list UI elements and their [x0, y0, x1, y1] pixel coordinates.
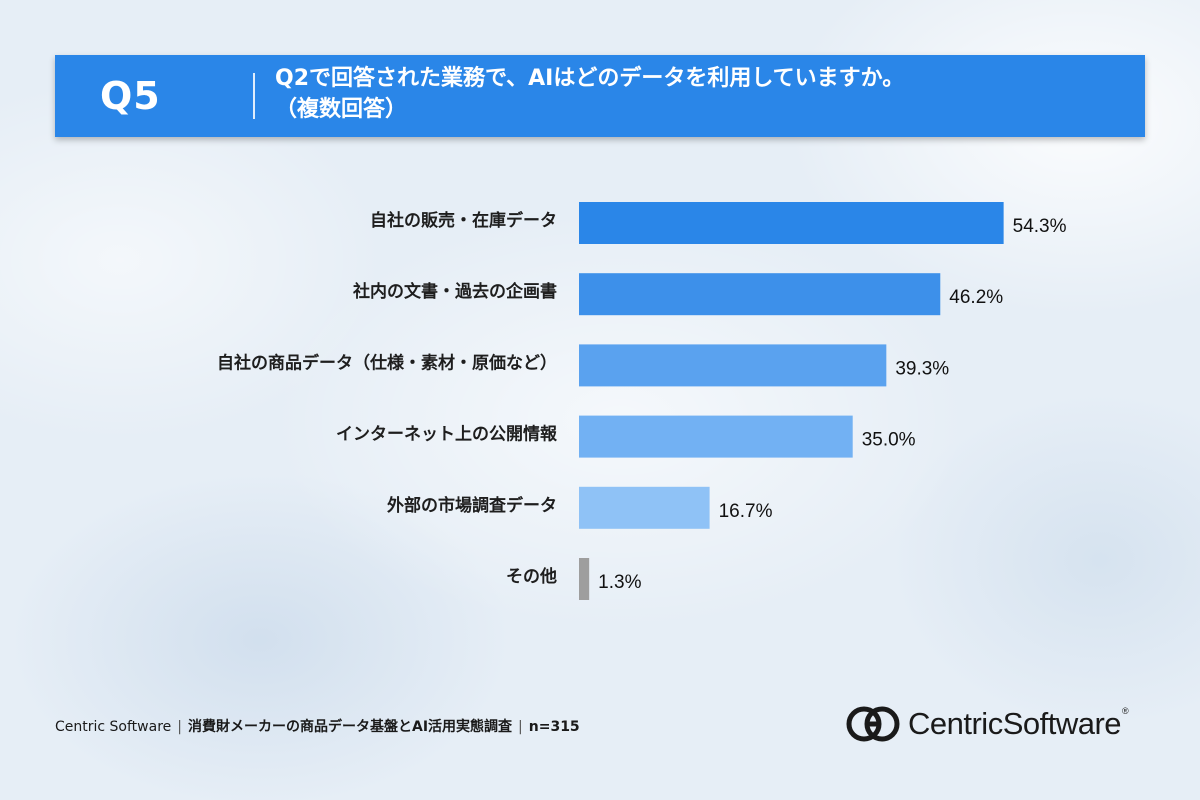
- category-label: インターネット上の公開情報: [336, 424, 558, 445]
- logo-text-software: Software: [1002, 706, 1122, 741]
- value-label: 46.2%: [949, 287, 1003, 308]
- footer-sample-size: n=315: [528, 719, 580, 735]
- question-line-1: Q2で回答された業務で、AIはどのデータを利用していますか。: [275, 66, 905, 91]
- centric-software-logo: CentricSoftware®: [846, 702, 1129, 746]
- value-label: 54.3%: [1013, 216, 1067, 237]
- category-label: その他: [506, 566, 557, 587]
- header-divider: [253, 73, 255, 119]
- bar: [579, 344, 887, 387]
- bar: [579, 486, 710, 529]
- logo-trademark: ®: [1122, 706, 1129, 716]
- question-header: Q5 Q2で回答された業務で、AIはどのデータを利用していますか。 （複数回答）: [55, 55, 1145, 137]
- footer-source: Centric Software | 消費財メーカーの商品データ基盤とAI活用実態調…: [55, 716, 580, 736]
- question-text: Q2で回答された業務で、AIはどのデータを利用していますか。 （複数回答）: [275, 63, 1115, 125]
- value-label: 1.3%: [598, 572, 641, 593]
- category-label: 自社の販売・在庫データ: [370, 210, 557, 231]
- value-label: 35.0%: [862, 430, 916, 451]
- footer-separator: |: [177, 719, 182, 735]
- footer-separator: |: [518, 719, 523, 735]
- logo-text-centric: Centric: [908, 706, 1003, 741]
- logo-wordmark: CentricSoftware®: [908, 706, 1129, 742]
- bar: [579, 415, 853, 458]
- bar: [579, 273, 941, 316]
- centric-logo-icon: [846, 706, 900, 742]
- question-number: Q5: [100, 74, 161, 118]
- category-label: 自社の商品データ（仕様・素材・原価など）: [217, 352, 557, 373]
- footer-company: Centric Software: [55, 719, 172, 735]
- value-label: 16.7%: [719, 501, 773, 522]
- category-label: 外部の市場調査データ: [387, 495, 557, 516]
- value-label: 39.3%: [895, 358, 949, 379]
- bar: [579, 558, 590, 600]
- category-label: 社内の文書・過去の企画書: [352, 281, 557, 302]
- footer-survey-title: 消費財メーカーの商品データ基盤とAI活用実態調査: [187, 719, 513, 735]
- bar: [579, 202, 1004, 244]
- question-line-2: （複数回答）: [275, 97, 408, 122]
